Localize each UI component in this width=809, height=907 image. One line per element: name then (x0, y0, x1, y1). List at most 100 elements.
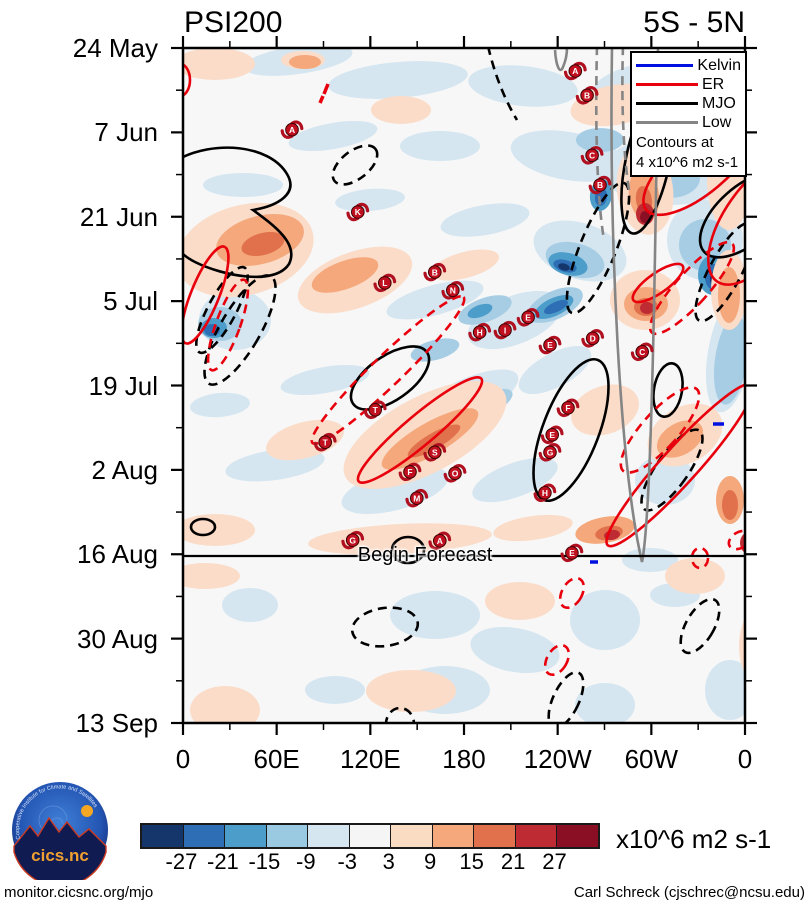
cyclone-marker-L: L (373, 273, 397, 293)
svg-text:G: G (349, 535, 356, 545)
y-axis-tick-label: 16 Aug (77, 539, 158, 570)
y-axis-tick-label: 24 May (72, 33, 158, 63)
colorbar-segment (307, 825, 349, 847)
er-line-sample (636, 83, 698, 86)
svg-text:C: C (589, 151, 595, 161)
cyclone-marker-N: N (441, 281, 465, 300)
contour-note-line1: Contours at (636, 134, 714, 151)
svg-text:M: M (413, 493, 420, 503)
svg-text:E: E (547, 340, 553, 350)
colorbar-tick-label: -15 (248, 849, 281, 874)
logo-mountains (13, 816, 107, 880)
y-axis-tick-label: 5 Jul (103, 286, 158, 317)
colorbar-tick-label: 15 (459, 849, 484, 874)
svg-text:C: C (639, 347, 645, 357)
cyclone-marker-H: H (533, 483, 557, 503)
mjo-line-sample (636, 102, 698, 105)
kelvin-line-sample (636, 64, 694, 67)
logo-sun (81, 805, 93, 817)
colorbar-tick-label: 9 (424, 849, 437, 874)
colorbar-segment (182, 825, 225, 847)
y-axis-tick-label: 13 Sep (75, 708, 158, 738)
y-axis-tick-label: 2 Aug (91, 454, 158, 485)
colorbar-tick-label: 3 (382, 849, 395, 874)
cyclone-marker-O: O (443, 464, 467, 483)
x-axis-tick-label: 0 (175, 744, 191, 774)
svg-text:I: I (504, 325, 506, 335)
legend-item-mjo: MJO (636, 94, 741, 113)
x-axis-tick-label: 180 (442, 744, 486, 774)
cyclone-marker-A: A (563, 61, 587, 81)
cyclone-marker-E: E (538, 335, 562, 355)
colorbar-segment (142, 825, 183, 847)
colorbar-segment (431, 825, 474, 847)
wave-legend: Kelvin ER MJO Low Contours at 4 x10^6 m2 s-… (630, 51, 747, 178)
svg-text:B: B (584, 91, 590, 101)
kelvin-contour (590, 422, 724, 564)
colorbar-tick-label: 21 (500, 849, 526, 874)
cyclone-marker-B: B (423, 262, 447, 282)
svg-text:T: T (323, 437, 329, 447)
svg-text:F: F (407, 467, 412, 477)
x-axis-tick-label: 60W (624, 744, 679, 774)
footer-credit: Carl Schreck (cjschrec@ncsu.edu) (573, 884, 805, 901)
svg-text:D: D (590, 334, 596, 344)
x-axis-tick-label: 120W (523, 744, 592, 774)
y-axis-tick-label: 21 Jun (79, 201, 158, 232)
colorbar-tick-label: -3 (337, 849, 358, 874)
svg-text:T: T (373, 405, 379, 415)
colorbar-tick-label: -21 (207, 849, 239, 874)
colorbar-segment (390, 825, 432, 847)
colorbar-segment (556, 825, 599, 847)
legend-item-low: Low (636, 113, 741, 132)
cyclone-marker-G: G (341, 530, 365, 550)
colorbar-segment (473, 825, 515, 847)
cyclone-marker-A: A (428, 531, 452, 551)
x-axis-tick-label: 60E (253, 744, 300, 774)
cyclone-marker-H: H (468, 322, 492, 342)
svg-text:L: L (382, 278, 387, 288)
svg-text:B: B (597, 180, 603, 190)
cyclone-marker-F: F (398, 462, 422, 482)
cyclone-marker-S: S (423, 443, 447, 462)
svg-text:B: B (432, 267, 438, 277)
svg-text:G: G (547, 448, 554, 458)
colorbar-segment (348, 825, 391, 847)
cyclone-marker-E: E (516, 308, 540, 327)
svg-text:A: A (572, 66, 578, 76)
colorbar (140, 823, 600, 849)
svg-text:A: A (437, 536, 443, 546)
y-axis-tick-label: 19 Jul (88, 370, 158, 401)
svg-text:E: E (549, 430, 555, 440)
svg-text:H: H (477, 327, 483, 337)
low-line-sample (636, 121, 698, 124)
legend-label: Kelvin (697, 56, 741, 74)
svg-text:E: E (525, 313, 531, 323)
legend-item-er: ER (636, 75, 741, 94)
svg-text:A: A (289, 125, 295, 135)
page-title: PSI200 (184, 6, 283, 39)
colorbar-segment (224, 825, 266, 847)
cyclone-marker-E: E (540, 425, 564, 445)
latitude-range-label: 5S - 5N (643, 6, 745, 39)
footer-url: monitor.cicsnc.org/mjo (4, 884, 154, 901)
cyclone-marker-T: T (313, 432, 337, 452)
logo-wordmark: cics.nc (31, 846, 89, 865)
contour-note-line2: 4 x10^6 m2 s-1 (636, 153, 739, 171)
cyclone-marker-B: B (588, 175, 612, 195)
cyclone-marker-I: I (493, 320, 517, 340)
svg-text:H: H (542, 488, 548, 498)
cyclone-marker-D: D (581, 329, 605, 348)
svg-text:F: F (565, 403, 570, 413)
cyclone-marker-F: F (556, 398, 580, 418)
colorbar-segment (514, 825, 557, 847)
y-axis-tick-label: 7 Jun (94, 117, 158, 148)
colorbar-segment (265, 825, 308, 847)
svg-text:O: O (452, 469, 459, 479)
cyclone-marker-M: M (405, 488, 429, 508)
axis-ticks (171, 36, 757, 735)
svg-text:N: N (450, 286, 456, 296)
y-axis-tick-label: 30 Aug (77, 623, 158, 654)
